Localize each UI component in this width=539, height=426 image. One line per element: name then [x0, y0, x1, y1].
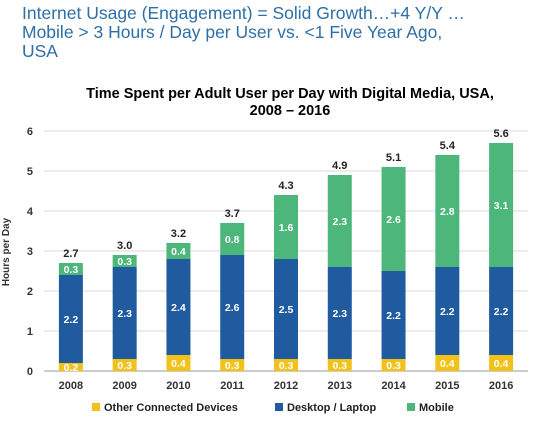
- x-tick-label: 2011: [220, 380, 244, 392]
- x-tick-label: 2013: [328, 380, 352, 392]
- bar-total-label: 3.2: [171, 228, 186, 240]
- y-tick-label: 2: [27, 286, 33, 298]
- chart-title-line-2: 2008 – 2016: [250, 103, 331, 119]
- bar-segment: [327, 175, 352, 267]
- bar-segment: [166, 259, 191, 355]
- bar-segment: [435, 267, 460, 355]
- x-axis-ticks: 2008 2009 2010 2011 2012 2013 2014 2015 2016: [59, 380, 514, 392]
- legend-label: Desktop / Laptop: [287, 402, 377, 414]
- segment-value-label: 2.3: [332, 308, 347, 320]
- y-tick-label: 1: [27, 326, 33, 338]
- bar-segment: [435, 355, 460, 371]
- bar-segment: [489, 143, 514, 267]
- bar-segment: [58, 263, 83, 275]
- y-tick-label: 6: [27, 126, 33, 138]
- segment-value-label: 1.6: [279, 222, 294, 234]
- bar-total-label: 3.0: [117, 240, 132, 252]
- bar-segment: [435, 155, 460, 267]
- bar-segment: [166, 243, 191, 259]
- y-tick-label: 3: [27, 246, 33, 258]
- bar-total-label: 5.1: [386, 152, 401, 164]
- bar-segment: [112, 267, 137, 359]
- bars: 0.2 2.2 0.3 2.7 0.3 2.3 0.3 3.0 0.4 2.4 0.4 3.2 0.3 2…: [58, 128, 514, 374]
- bar-total-label: 2.7: [63, 248, 78, 260]
- segment-value-label: 2.3: [117, 308, 132, 320]
- segment-value-label: 0.3: [117, 256, 132, 268]
- legend: Other Connected Devices Desktop / Laptop M…: [92, 402, 454, 414]
- segment-value-label: 0.2: [64, 362, 79, 374]
- bar-segment: [489, 267, 514, 355]
- x-tick-label: 2014: [381, 380, 406, 392]
- segment-value-label: 0.4: [440, 358, 455, 370]
- segment-value-label: 0.4: [171, 358, 186, 370]
- bar-segment: [220, 255, 245, 359]
- bar-segment: [220, 359, 245, 371]
- bar-segment: [220, 223, 245, 255]
- slide-headline: Internet Usage (Engagement) = Solid Grow…: [22, 4, 532, 61]
- y-tick-label: 4: [27, 206, 34, 218]
- segment-value-label: 0.3: [279, 360, 294, 372]
- segment-value-label: 0.3: [225, 360, 240, 372]
- x-tick-label: 2016: [489, 380, 513, 392]
- segment-value-label: 2.6: [225, 302, 240, 314]
- headline-line-3: USA: [22, 41, 58, 61]
- bar-total-label: 5.6: [493, 128, 508, 140]
- bar-segment: [58, 363, 83, 371]
- segment-value-label: 2.2: [494, 306, 509, 318]
- segment-value-label: 0.8: [225, 234, 240, 246]
- segment-value-label: 0.4: [494, 358, 509, 370]
- bar-total-label: 3.7: [225, 208, 240, 220]
- x-tick-label: 2015: [435, 380, 459, 392]
- bar-segment: [381, 271, 406, 359]
- segment-value-label: 0.3: [117, 360, 132, 372]
- x-tick-label: 2012: [274, 380, 298, 392]
- y-axis-label: Hours per Day: [1, 217, 12, 286]
- segment-value-label: 0.4: [171, 246, 186, 258]
- segment-value-label: 2.6: [386, 214, 401, 226]
- bar-segment: [327, 267, 352, 359]
- bar-segment: [274, 359, 298, 371]
- x-tick-label: 2008: [59, 380, 83, 392]
- y-tick-label: 0: [27, 366, 33, 378]
- legend-swatch: [92, 403, 100, 411]
- segment-value-label: 0.3: [332, 360, 347, 372]
- bar-total-label: 5.4: [440, 140, 456, 152]
- x-tick-label: 2010: [166, 380, 190, 392]
- legend-swatch: [407, 403, 415, 411]
- headline-line-2: Mobile > 3 Hours / Day per User vs. <1 F…: [22, 22, 443, 42]
- segment-value-label: 3.1: [494, 200, 509, 212]
- bar-total-label: 4.9: [332, 160, 347, 172]
- segment-value-label: 0.3: [64, 264, 79, 276]
- segment-value-label: 2.5: [279, 304, 294, 316]
- segment-value-label: 2.2: [440, 306, 455, 318]
- bar-segment: [489, 355, 514, 371]
- legend-label: Mobile: [419, 402, 454, 414]
- segment-value-label: 2.2: [386, 310, 401, 322]
- legend-label: Other Connected Devices: [104, 402, 238, 414]
- segment-value-label: 2.2: [64, 314, 79, 326]
- chart-title-line-1: Time Spent per Adult User per Day with D…: [86, 86, 494, 102]
- bar-segment: [274, 259, 298, 359]
- segment-value-label: 2.4: [171, 302, 186, 314]
- bar-segment: [274, 195, 298, 259]
- y-axis-ticks: 0 1 2 3 4 5 6: [27, 126, 34, 378]
- bar-segment: [112, 359, 137, 371]
- segment-value-label: 2.8: [440, 206, 455, 218]
- bar-segment: [166, 355, 191, 371]
- bar-segment: [381, 167, 406, 271]
- headline-line-1: Internet Usage (Engagement) = Solid Grow…: [22, 3, 465, 23]
- x-tick-label: 2009: [112, 380, 136, 392]
- bar-segment: [327, 359, 352, 371]
- bar-segment: [381, 359, 406, 371]
- y-tick-label: 5: [27, 166, 33, 178]
- segment-value-label: 2.3: [332, 216, 347, 228]
- bar-segment: [58, 275, 83, 363]
- segment-value-label: 0.3: [386, 360, 401, 372]
- bar-total-label: 4.3: [278, 180, 293, 192]
- bar-segment: [112, 255, 137, 267]
- legend-swatch: [275, 403, 283, 411]
